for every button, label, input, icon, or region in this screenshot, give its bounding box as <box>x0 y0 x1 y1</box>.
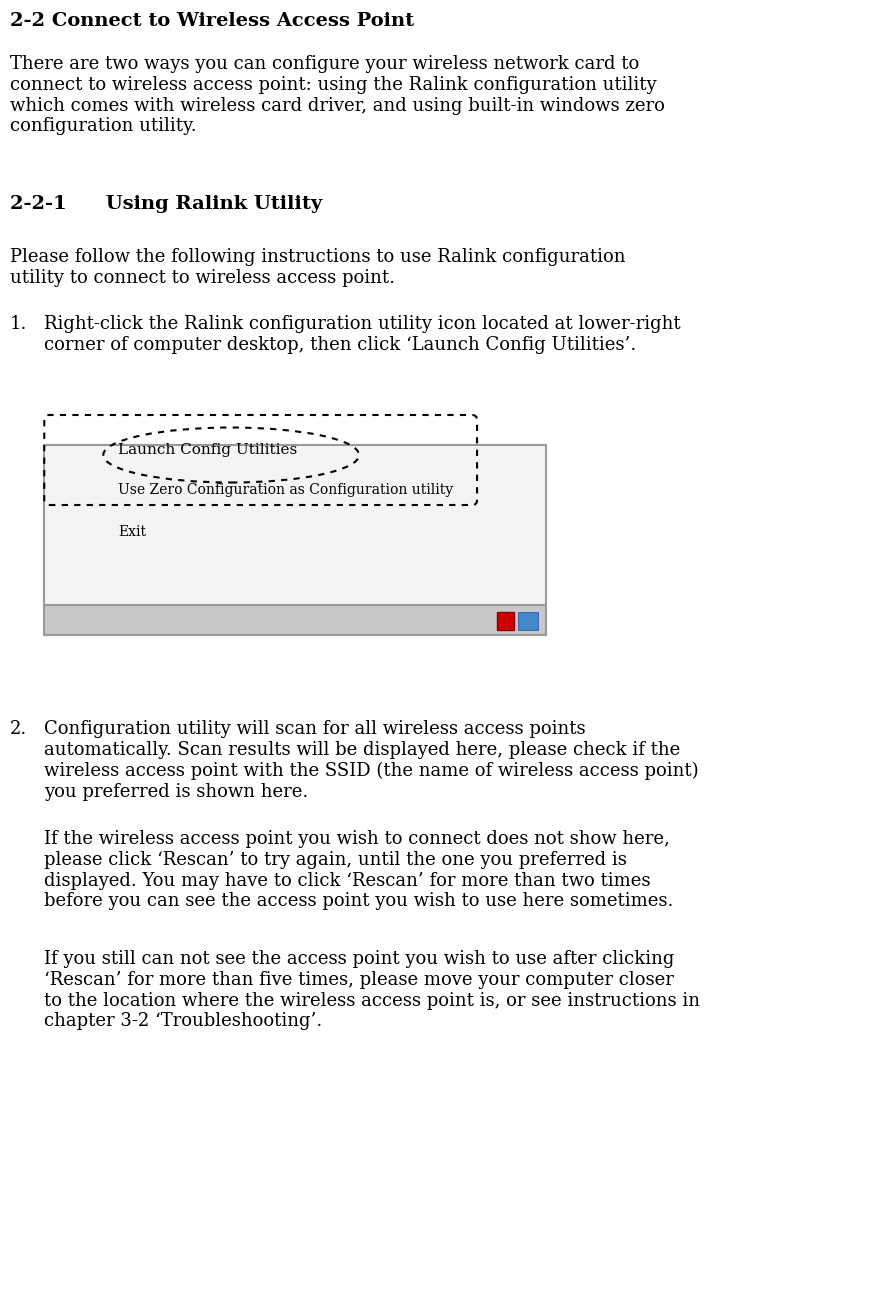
Text: If you still can not see the access point you wish to use after clicking
‘Rescan: If you still can not see the access poin… <box>45 950 700 1030</box>
Text: Please follow the following instructions to use Ralink configuration
utility to : Please follow the following instructions… <box>10 248 625 286</box>
FancyBboxPatch shape <box>45 445 546 605</box>
Bar <box>497 611 514 630</box>
Text: Use Zero Configuration as Configuration utility: Use Zero Configuration as Configuration … <box>118 483 453 497</box>
Text: If the wireless access point you wish to connect does not show here,
please clic: If the wireless access point you wish to… <box>45 830 674 911</box>
Text: There are two ways you can configure your wireless network card to
connect to wi: There are two ways you can configure you… <box>10 55 664 135</box>
Text: Configuration utility will scan for all wireless access points
automatically. Sc: Configuration utility will scan for all … <box>45 719 699 800</box>
Text: Right-click the Ralink configuration utility icon located at lower-right
corner : Right-click the Ralink configuration uti… <box>45 315 681 354</box>
Bar <box>45 605 546 635</box>
Text: Launch Config Utilities: Launch Config Utilities <box>118 444 298 457</box>
Text: 2-2-1  Using Ralink Utility: 2-2-1 Using Ralink Utility <box>10 195 322 213</box>
Text: 2-2 Connect to Wireless Access Point: 2-2 Connect to Wireless Access Point <box>10 12 414 30</box>
Text: Exit: Exit <box>118 526 146 539</box>
Text: 2.: 2. <box>10 719 27 738</box>
Text: 1.: 1. <box>10 315 27 333</box>
Bar <box>519 611 538 630</box>
